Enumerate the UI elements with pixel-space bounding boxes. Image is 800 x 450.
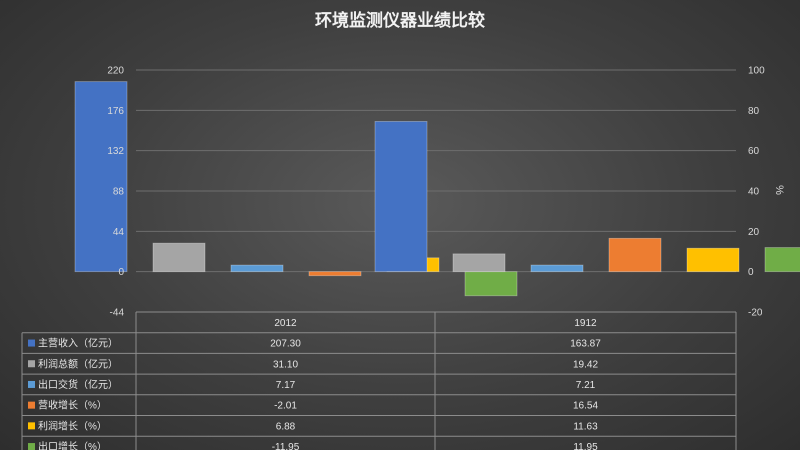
bar-3-1912 (530, 264, 584, 273)
bar-4-1912 (608, 237, 662, 273)
table-cell-6-1912: 11.95 (573, 442, 598, 450)
right-axis-label: % (773, 185, 785, 195)
legend-swatch-3 (28, 380, 35, 388)
legend-label-5: 利润增长（%） (38, 419, 107, 432)
right-tick-label: 0 (748, 267, 754, 278)
bars (74, 81, 800, 297)
table-header-2012: 2012 (274, 318, 297, 329)
table-cell-5-2012: 6.88 (276, 421, 296, 432)
table-cell-2-1912: 19.42 (573, 359, 598, 370)
table-cell-1-2012: 207.30 (270, 339, 301, 350)
left-tick-label: 88 (113, 187, 125, 198)
legend-swatch-6 (28, 443, 35, 450)
left-tick-label: 220 (107, 66, 124, 77)
gridlines (136, 69, 736, 313)
table-header-1912: 1912 (574, 318, 597, 329)
table-cell-1-1912: 163.87 (570, 339, 601, 350)
left-tick-label: 0 (118, 267, 124, 278)
right-tick-label: 60 (748, 146, 760, 157)
tick-labels: 220 100 176 80 132 60 88 40 44 20 0 0 -44 -20 (107, 66, 765, 319)
legend-label-4: 营收增长（%） (38, 399, 107, 412)
legend-swatch-5 (28, 422, 35, 430)
right-tick-label: 100 (748, 66, 765, 77)
bar-3-2012 (230, 264, 284, 273)
chart-title: 环境监测仪器业绩比较 (315, 10, 485, 30)
legend-label-6: 出口增长（%） (38, 440, 107, 450)
data-table: 2012 1912 主营收入（亿元） 207.30 163.87 利润总额（亿元） 31.1… (21, 311, 737, 450)
bar-1-1912 (374, 121, 428, 273)
table-cell-2-2012: 31.10 (273, 359, 298, 370)
bar-2-2012 (152, 242, 206, 273)
legend-label-1: 主营收入（亿元） (38, 337, 118, 350)
right-tick-label: 80 (748, 106, 760, 117)
table-cell-6-2012: -11.95 (272, 442, 300, 450)
bar-5-1912 (686, 247, 740, 273)
table-cell-3-2012: 7.17 (276, 380, 296, 391)
table-cell-4-2012: -2.01 (274, 401, 297, 412)
left-tick-label: 44 (113, 227, 125, 238)
bar-4-2012 (308, 271, 362, 277)
table-cell-5-1912: 11.63 (573, 421, 598, 432)
right-tick-label: -20 (748, 308, 763, 319)
bar-6-2012 (464, 271, 518, 297)
legend-swatch-4 (28, 401, 35, 409)
bar-6-1912 (764, 247, 800, 273)
right-tick-label: 40 (748, 187, 760, 198)
bar-2-1912 (452, 253, 506, 273)
legend-label-3: 出口交货（亿元） (38, 378, 118, 391)
left-tick-label: 132 (107, 146, 124, 157)
legend-swatch-1 (28, 339, 35, 347)
legend-swatch-2 (28, 360, 35, 368)
bar-1-2012 (74, 81, 128, 273)
left-tick-label: 176 (107, 106, 124, 117)
left-tick-label: -44 (110, 308, 125, 319)
table-cell-3-1912: 7.21 (576, 380, 596, 391)
table-cell-4-1912: 16.54 (573, 401, 598, 412)
right-tick-label: 20 (748, 227, 760, 238)
legend-label-2: 利润总额（亿元） (38, 357, 118, 370)
